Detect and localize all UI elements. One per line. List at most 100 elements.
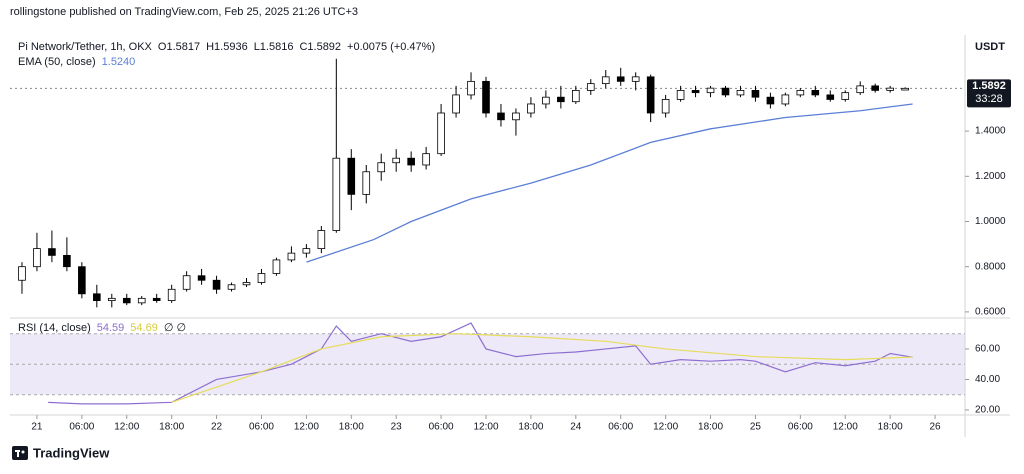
rsi-legend: RSI (14, close) 54.59 54.69 ∅ ∅: [18, 322, 186, 334]
rsi-line: [171, 333, 913, 403]
candle-body: [661, 99, 670, 114]
candle-body: [856, 85, 865, 94]
x-tick-label: 21: [31, 422, 43, 433]
candle-body: [721, 87, 730, 96]
candle-body: [601, 76, 610, 85]
candle-body: [467, 80, 475, 96]
candle-body: [122, 297, 131, 304]
x-tick-label: 06:00: [788, 422, 813, 433]
candle-body: [497, 112, 505, 121]
candle-body: [751, 90, 760, 98]
candle-body: [736, 90, 745, 96]
candle-body: [572, 90, 580, 103]
rsi-band: [10, 333, 965, 395]
ema-legend: EMA (50, close) 1.5240: [18, 56, 135, 68]
x-tick-label: 12:00: [473, 422, 498, 433]
candle-body: [33, 248, 41, 268]
ohlc: O1.5817: [158, 41, 200, 53]
y-tick-label: 40.00: [975, 374, 1000, 385]
price-tag-label: 1.5892: [972, 80, 1006, 92]
candle-body: [512, 112, 520, 121]
x-tick-label: 18:00: [698, 422, 723, 433]
x-tick-label: 12:00: [294, 422, 319, 433]
candle-body: [18, 266, 26, 281]
x-tick-label: 06:00: [608, 422, 633, 433]
candle-body: [377, 162, 386, 173]
x-tick-label: 12:00: [833, 422, 858, 433]
x-tick-label: 06:00: [249, 422, 274, 433]
symbol: Pi Network/Tether, 1h, OKX: [18, 41, 153, 53]
x-tick-label: 18:00: [339, 422, 364, 433]
candle-body: [766, 96, 775, 105]
candle-body: [706, 87, 715, 94]
ohlc: C1.5892: [299, 41, 341, 53]
x-tick-label: 25: [750, 422, 762, 433]
x-tick-label: 18:00: [518, 422, 543, 433]
candle-body: [886, 87, 894, 91]
rsi-extra: ∅ ∅: [164, 322, 186, 334]
x-tick-label: 22: [211, 422, 223, 433]
x-tick-label: 06:00: [69, 422, 94, 433]
rsi-ma-value: 54.69: [130, 322, 158, 334]
candle-body: [437, 112, 445, 155]
candle-body: [826, 94, 835, 100]
ema-value: 1.5240: [102, 56, 136, 68]
brand: TradingView: [33, 445, 110, 460]
candle-body: [242, 282, 251, 286]
y-tick-label: 0.6000: [975, 307, 1006, 318]
candle-body: [901, 87, 909, 91]
currency: USDT: [975, 41, 1005, 53]
candle-body: [272, 259, 281, 274]
candle-body: [287, 252, 296, 261]
countdown: 33:28: [975, 93, 1003, 105]
ema-line: [306, 103, 913, 263]
publisher: rollingstone published on TradingView.co…: [10, 6, 358, 18]
x-tick-label: 12:00: [114, 422, 139, 433]
change: +0.0075 (+0.47%): [347, 41, 435, 53]
candle-body: [631, 76, 640, 82]
candle-body: [63, 254, 71, 268]
brand-logo: [12, 446, 28, 460]
candle-body: [871, 85, 879, 91]
candle-body: [616, 76, 625, 82]
legend: Pi Network/Tether, 1h, OKX O1.5817 H1.5936…: [18, 41, 435, 53]
ema-name: EMA (50, close): [18, 56, 96, 68]
x-tick-label: 12:00: [653, 422, 678, 433]
candle-body: [527, 103, 535, 114]
candle-body: [452, 94, 460, 114]
rsi-value: 54.59: [97, 322, 125, 334]
candle-body: [317, 230, 326, 250]
candle-body: [93, 293, 101, 301]
candle-body: [302, 248, 311, 254]
rsi-name: RSI (14, close): [18, 322, 91, 334]
y-tick-label: 1.2000: [975, 171, 1006, 182]
ohlc: L1.5816: [254, 41, 294, 53]
candle-body: [257, 273, 266, 283]
y-tick-label: 1.0000: [975, 216, 1006, 227]
candle-body: [78, 266, 86, 295]
candle-body: [212, 279, 221, 290]
x-tick-label: 26: [930, 422, 942, 433]
ohlc: H1.5936: [206, 41, 248, 53]
candle-body: [646, 76, 655, 114]
x-tick-label: 06:00: [429, 422, 454, 433]
candle-body: [586, 83, 595, 91]
candle-body: [676, 90, 685, 100]
candle-body: [227, 284, 236, 290]
candle-body: [811, 90, 820, 96]
x-tick-label: 18:00: [878, 422, 903, 433]
candle-body: [332, 157, 341, 231]
candle-body: [407, 157, 415, 166]
price-tag: [967, 79, 1011, 108]
candle-body: [841, 92, 850, 100]
y-tick-label: 20.00: [975, 405, 1000, 416]
candle-body: [48, 248, 56, 256]
candle-body: [392, 157, 400, 164]
y-tick-label: 1.4000: [975, 126, 1006, 137]
candle-body: [362, 171, 371, 195]
candle-body: [167, 288, 176, 301]
candle-body: [152, 297, 161, 301]
candle-body: [182, 275, 191, 290]
y-tick-label: 60.00: [975, 344, 1000, 355]
